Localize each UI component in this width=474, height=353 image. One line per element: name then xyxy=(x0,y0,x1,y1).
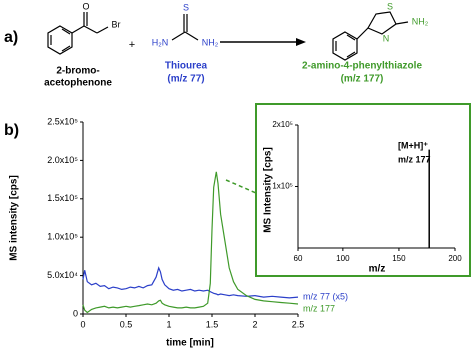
legend-label: m/z 177 xyxy=(303,303,335,313)
x-tick-label: 60 xyxy=(294,254,303,263)
connector xyxy=(225,179,257,194)
inset-frame xyxy=(255,103,471,277)
compound-mz: (m/z 77) xyxy=(167,74,204,85)
molecule-bonds xyxy=(47,11,409,61)
atom-label: Br xyxy=(112,19,121,29)
x-tick-label: 2 xyxy=(252,319,257,329)
atom-label: S xyxy=(183,2,189,12)
y-tick-label: 2.5x10⁵ xyxy=(47,116,78,126)
panel-label: b) xyxy=(4,122,19,139)
atom-label: H₂N xyxy=(152,37,169,47)
y-tick-label: 1.5x10⁵ xyxy=(47,193,78,203)
compound-name: acetophenone xyxy=(44,78,112,89)
atom-label: O xyxy=(82,1,89,11)
y-tick-label: 1.0x10⁵ xyxy=(47,232,78,242)
series-line xyxy=(82,266,299,299)
y-tick-label: 2.0x10⁵ xyxy=(47,155,78,165)
compound-name: 2-amino-4-phenylthiazole xyxy=(302,61,422,72)
x-tick-label: 100 xyxy=(336,254,350,263)
inset-plot: 1x10⁵ 2x10⁵ 60 100 150 200 xyxy=(272,120,462,263)
main-plot: 0 5.0x10⁴ 1.0x10⁵ 1.5x10⁵ 2.0x10⁵ 2.5x10⁵ 0 0.5… xyxy=(47,116,348,329)
x-tick-label: 0 xyxy=(80,319,85,329)
x-tick-label: 0.5 xyxy=(120,319,133,329)
compound-mz: (m/z 177) xyxy=(341,74,384,85)
plus: + xyxy=(129,39,135,51)
x-tick-label: 200 xyxy=(448,254,462,263)
atom-label: NH₂ xyxy=(412,16,429,26)
y-tick-label: 2x10⁵ xyxy=(272,120,293,129)
atom-label: NH₂ xyxy=(202,37,219,47)
y-axis-label: MS intensity [cps] xyxy=(9,175,20,261)
x-tick-label: 1.5 xyxy=(206,319,219,329)
atom-label: N xyxy=(383,33,390,43)
annotation: m/z 177 xyxy=(398,154,431,164)
compound-name: 2-bromo- xyxy=(56,66,99,77)
y-tick-label: 0 xyxy=(73,308,78,318)
y-tick-label: 5.0x10⁴ xyxy=(47,270,78,280)
atom-label: S xyxy=(387,1,393,11)
series-line xyxy=(82,171,299,314)
legend-label: m/z 77 (x5) xyxy=(303,291,348,301)
x-tick-label: 1 xyxy=(166,319,171,329)
y-axis-label: MS Intensity [cps] xyxy=(263,147,274,233)
x-tick-label: 150 xyxy=(392,254,406,263)
x-tick-label: 2.5 xyxy=(292,319,305,329)
annotation: [M+H]⁺ xyxy=(398,140,428,150)
compound-name: Thiourea xyxy=(165,61,208,72)
y-tick-label: 1x10⁵ xyxy=(272,182,293,191)
x-axis-label: m/z xyxy=(369,264,386,275)
x-axis-label: time [min] xyxy=(166,338,214,349)
panel-label: a) xyxy=(4,29,18,46)
